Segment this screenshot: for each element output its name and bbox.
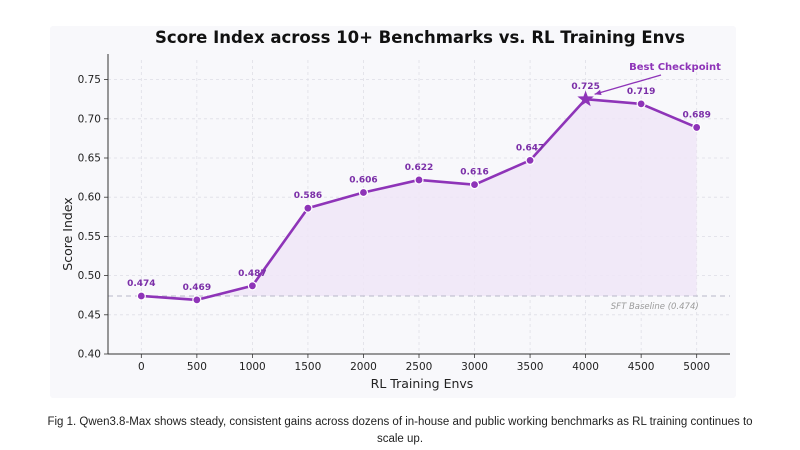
x-tick-label: 2000 [350,361,377,373]
data-point-marker [192,295,202,305]
y-axis-label: Score Index [60,197,75,270]
data-point-marker [136,291,146,301]
data-point-marker [358,187,369,198]
annotation-arrow-line [594,74,662,95]
x-tick-label: 1500 [295,361,322,373]
y-tick-label: 0.40 [78,349,101,361]
data-points [136,90,702,305]
x-tick-label: 5000 [683,361,710,373]
data-point-marker [636,99,646,109]
annotation-arrowhead [594,89,602,96]
best-checkpoint-annotation: Best Checkpoint [594,62,721,96]
best-checkpoint-star-marker [577,90,594,107]
y-tick-label: 0.55 [78,231,101,243]
y-tick-label: 0.50 [78,270,101,282]
data-point-marker [414,175,424,185]
y-tick-label: 0.45 [78,309,101,321]
data-label: 0.616 [460,168,488,178]
data-point-marker [692,122,702,133]
x-tick-label: 500 [187,361,207,373]
data-point-marker [469,180,480,190]
data-label: 0.719 [627,87,655,97]
y-tick-label: 0.75 [78,74,101,86]
x-axis-label: RL Training Envs [371,376,474,391]
figure-card: Score Index across 10+ Benchmarks vs. RL… [50,26,736,398]
x-tick-label: 4000 [572,361,599,373]
data-label: 0.469 [183,283,211,293]
figure-caption: Fig 1. Qwen3.8-Max shows steady, consist… [47,416,753,445]
data-labels: 0.474 0.469 0.487 0.586 0.606 0.622 0.616 0.647… [127,82,711,293]
y-tick-label: 0.65 [78,153,101,165]
x-tick-label: 3500 [517,361,544,373]
data-label: 0.689 [682,110,710,120]
data-point-marker [247,281,257,291]
data-point-marker [303,203,313,213]
data-label: 0.487 [238,269,266,279]
x-tick-label: 0 [138,361,145,373]
y-tick-label: 0.70 [78,113,101,125]
annotation-text: Best Checkpoint [629,62,721,73]
baseline-label: SFT Baseline (0.474) [611,302,699,312]
data-label: 0.586 [294,191,322,201]
data-point-marker [525,155,535,165]
y-tick-label: 0.60 [78,192,101,204]
line-chart: Score Index across 10+ Benchmarks vs. RL… [60,28,730,391]
area-under-curve [141,99,697,300]
chart-title: Score Index across 10+ Benchmarks vs. RL… [155,28,685,47]
x-tick-label: 1000 [239,361,266,373]
data-label: 0.725 [571,82,599,92]
data-label: 0.474 [127,279,155,289]
axes: 0.40 0.45 0.50 0.55 0.60 0.65 0.70 0.75 0 500 1000… [78,54,730,373]
data-label: 0.647 [516,143,544,153]
data-label: 0.622 [405,163,433,173]
x-tick-label: 4500 [628,361,655,373]
x-tick-label: 3000 [461,361,488,373]
data-label: 0.606 [349,175,377,185]
x-tick-label: 2500 [406,361,433,373]
area-fill [141,99,697,300]
